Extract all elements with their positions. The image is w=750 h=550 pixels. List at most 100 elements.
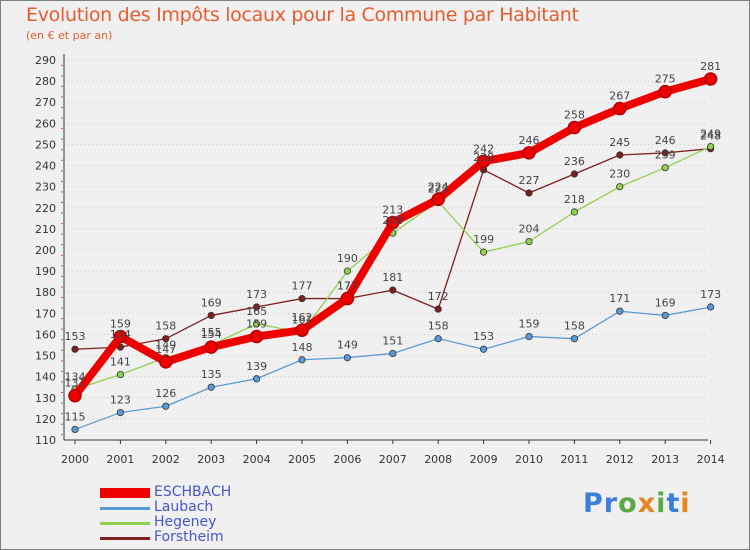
x-tick-label: 2004: [243, 453, 271, 466]
data-label: 134: [65, 370, 86, 383]
data-point-laubach: [162, 402, 170, 410]
y-tick-label: 260: [35, 117, 56, 130]
chart-subtitle: (en € et par an): [26, 29, 113, 42]
data-label: 123: [110, 394, 131, 407]
x-tick-label: 2012: [606, 453, 634, 466]
legend-swatch-hegeney: [100, 522, 150, 525]
data-point-hegeney: [253, 320, 261, 328]
x-tick-label: 2007: [379, 453, 407, 466]
data-label: 115: [65, 410, 86, 423]
brand-letter: P: [583, 488, 604, 519]
data-label: 227: [519, 174, 540, 187]
data-point-hegeney: [661, 164, 669, 172]
data-label: 155: [201, 326, 222, 339]
data-point-eschbach: [386, 215, 400, 230]
data-point-hegeney: [616, 183, 624, 191]
data-label: 159: [519, 318, 540, 331]
data-label: 236: [564, 155, 585, 168]
y-tick-label: 200: [35, 244, 56, 257]
data-label: 267: [609, 90, 630, 103]
data-label: 153: [473, 330, 494, 343]
data-label: 208: [382, 214, 403, 227]
data-point-laubach: [434, 335, 442, 343]
data-point-laubach: [389, 349, 397, 358]
y-tick-label: 220: [35, 202, 56, 215]
data-label: 149: [155, 339, 176, 352]
data-point-hegeney: [479, 248, 488, 256]
data-label: 148: [292, 341, 313, 354]
data-label: 141: [110, 356, 131, 369]
data-label: 224: [428, 180, 449, 193]
chart-title: Evolution des Impôts locaux pour la Comm…: [26, 4, 579, 26]
legend-swatch-laubach: [100, 507, 150, 510]
data-point-forstheim: [389, 286, 397, 294]
data-point-eschbach: [295, 323, 309, 337]
data-label: 190: [337, 252, 358, 265]
data-label: 230: [609, 168, 630, 181]
data-point-forstheim: [661, 149, 669, 157]
data-point-laubach: [616, 307, 624, 315]
x-tick-label: 2005: [288, 453, 316, 466]
data-point-eschbach: [113, 329, 128, 344]
data-label: 177: [292, 280, 313, 293]
data-point-forstheim: [162, 335, 170, 343]
data-point-eschbach: [522, 146, 536, 160]
data-label: 165: [246, 305, 267, 318]
x-tick-label: 2001: [106, 453, 134, 466]
legend-swatch-eschbach: [100, 488, 150, 498]
data-point-eschbach: [204, 340, 218, 354]
data-label: 245: [609, 136, 630, 149]
data-label: 238: [473, 151, 494, 164]
data-label: 223: [428, 182, 449, 195]
x-tick-label: 2014: [697, 453, 725, 466]
data-point-laubach: [298, 356, 306, 364]
data-point-eschbach: [159, 355, 173, 369]
data-point-eschbach: [613, 101, 627, 116]
data-label: 275: [655, 73, 676, 86]
brand-letter: o: [618, 488, 638, 519]
data-label: 181: [382, 271, 403, 284]
data-point-hegeney: [706, 142, 715, 151]
data-label: 248: [700, 130, 721, 143]
data-label: 159: [246, 318, 267, 331]
data-point-forstheim: [207, 311, 215, 320]
x-tick-label: 2009: [470, 453, 498, 466]
x-tick-label: 2008: [424, 453, 452, 466]
data-point-hegeney: [525, 237, 533, 246]
x-tick-label: 2013: [651, 453, 679, 466]
data-label: 281: [700, 60, 721, 73]
data-label: 154: [110, 328, 131, 341]
y-tick-label: 230: [35, 181, 56, 194]
data-label: 172: [428, 290, 449, 303]
legend-label-hegeney: Hegeney: [154, 514, 217, 530]
data-point-forstheim: [616, 151, 624, 159]
y-tick-label: 170: [35, 307, 56, 320]
x-tick-label: 2011: [560, 453, 588, 466]
y-tick-label: 150: [35, 350, 56, 363]
y-tick-label: 210: [35, 223, 56, 236]
data-point-laubach: [661, 311, 669, 320]
data-point-eschbach: [249, 329, 264, 344]
data-label: 126: [155, 387, 176, 400]
y-tick-label: 120: [35, 413, 56, 426]
x-tick-label: 2000: [61, 453, 89, 466]
data-label: 173: [246, 288, 267, 301]
data-label: 158: [155, 320, 176, 333]
x-tick-label: 2006: [333, 453, 361, 466]
data-label: 149: [337, 339, 358, 352]
y-tick-label: 240: [35, 160, 56, 173]
data-point-laubach: [253, 375, 261, 383]
data-point-hegeney: [116, 370, 125, 379]
y-tick-label: 110: [35, 434, 56, 447]
data-point-laubach: [525, 332, 533, 341]
data-label: 173: [700, 288, 721, 301]
data-label: 204: [519, 223, 540, 236]
data-label: 159: [110, 318, 131, 331]
x-tick-label: 2003: [197, 453, 225, 466]
data-label: 242: [473, 142, 494, 155]
data-label: 147: [155, 343, 176, 356]
data-point-eschbach: [68, 388, 82, 403]
data-label: 171: [609, 292, 630, 305]
y-tick-label: 180: [35, 286, 56, 299]
